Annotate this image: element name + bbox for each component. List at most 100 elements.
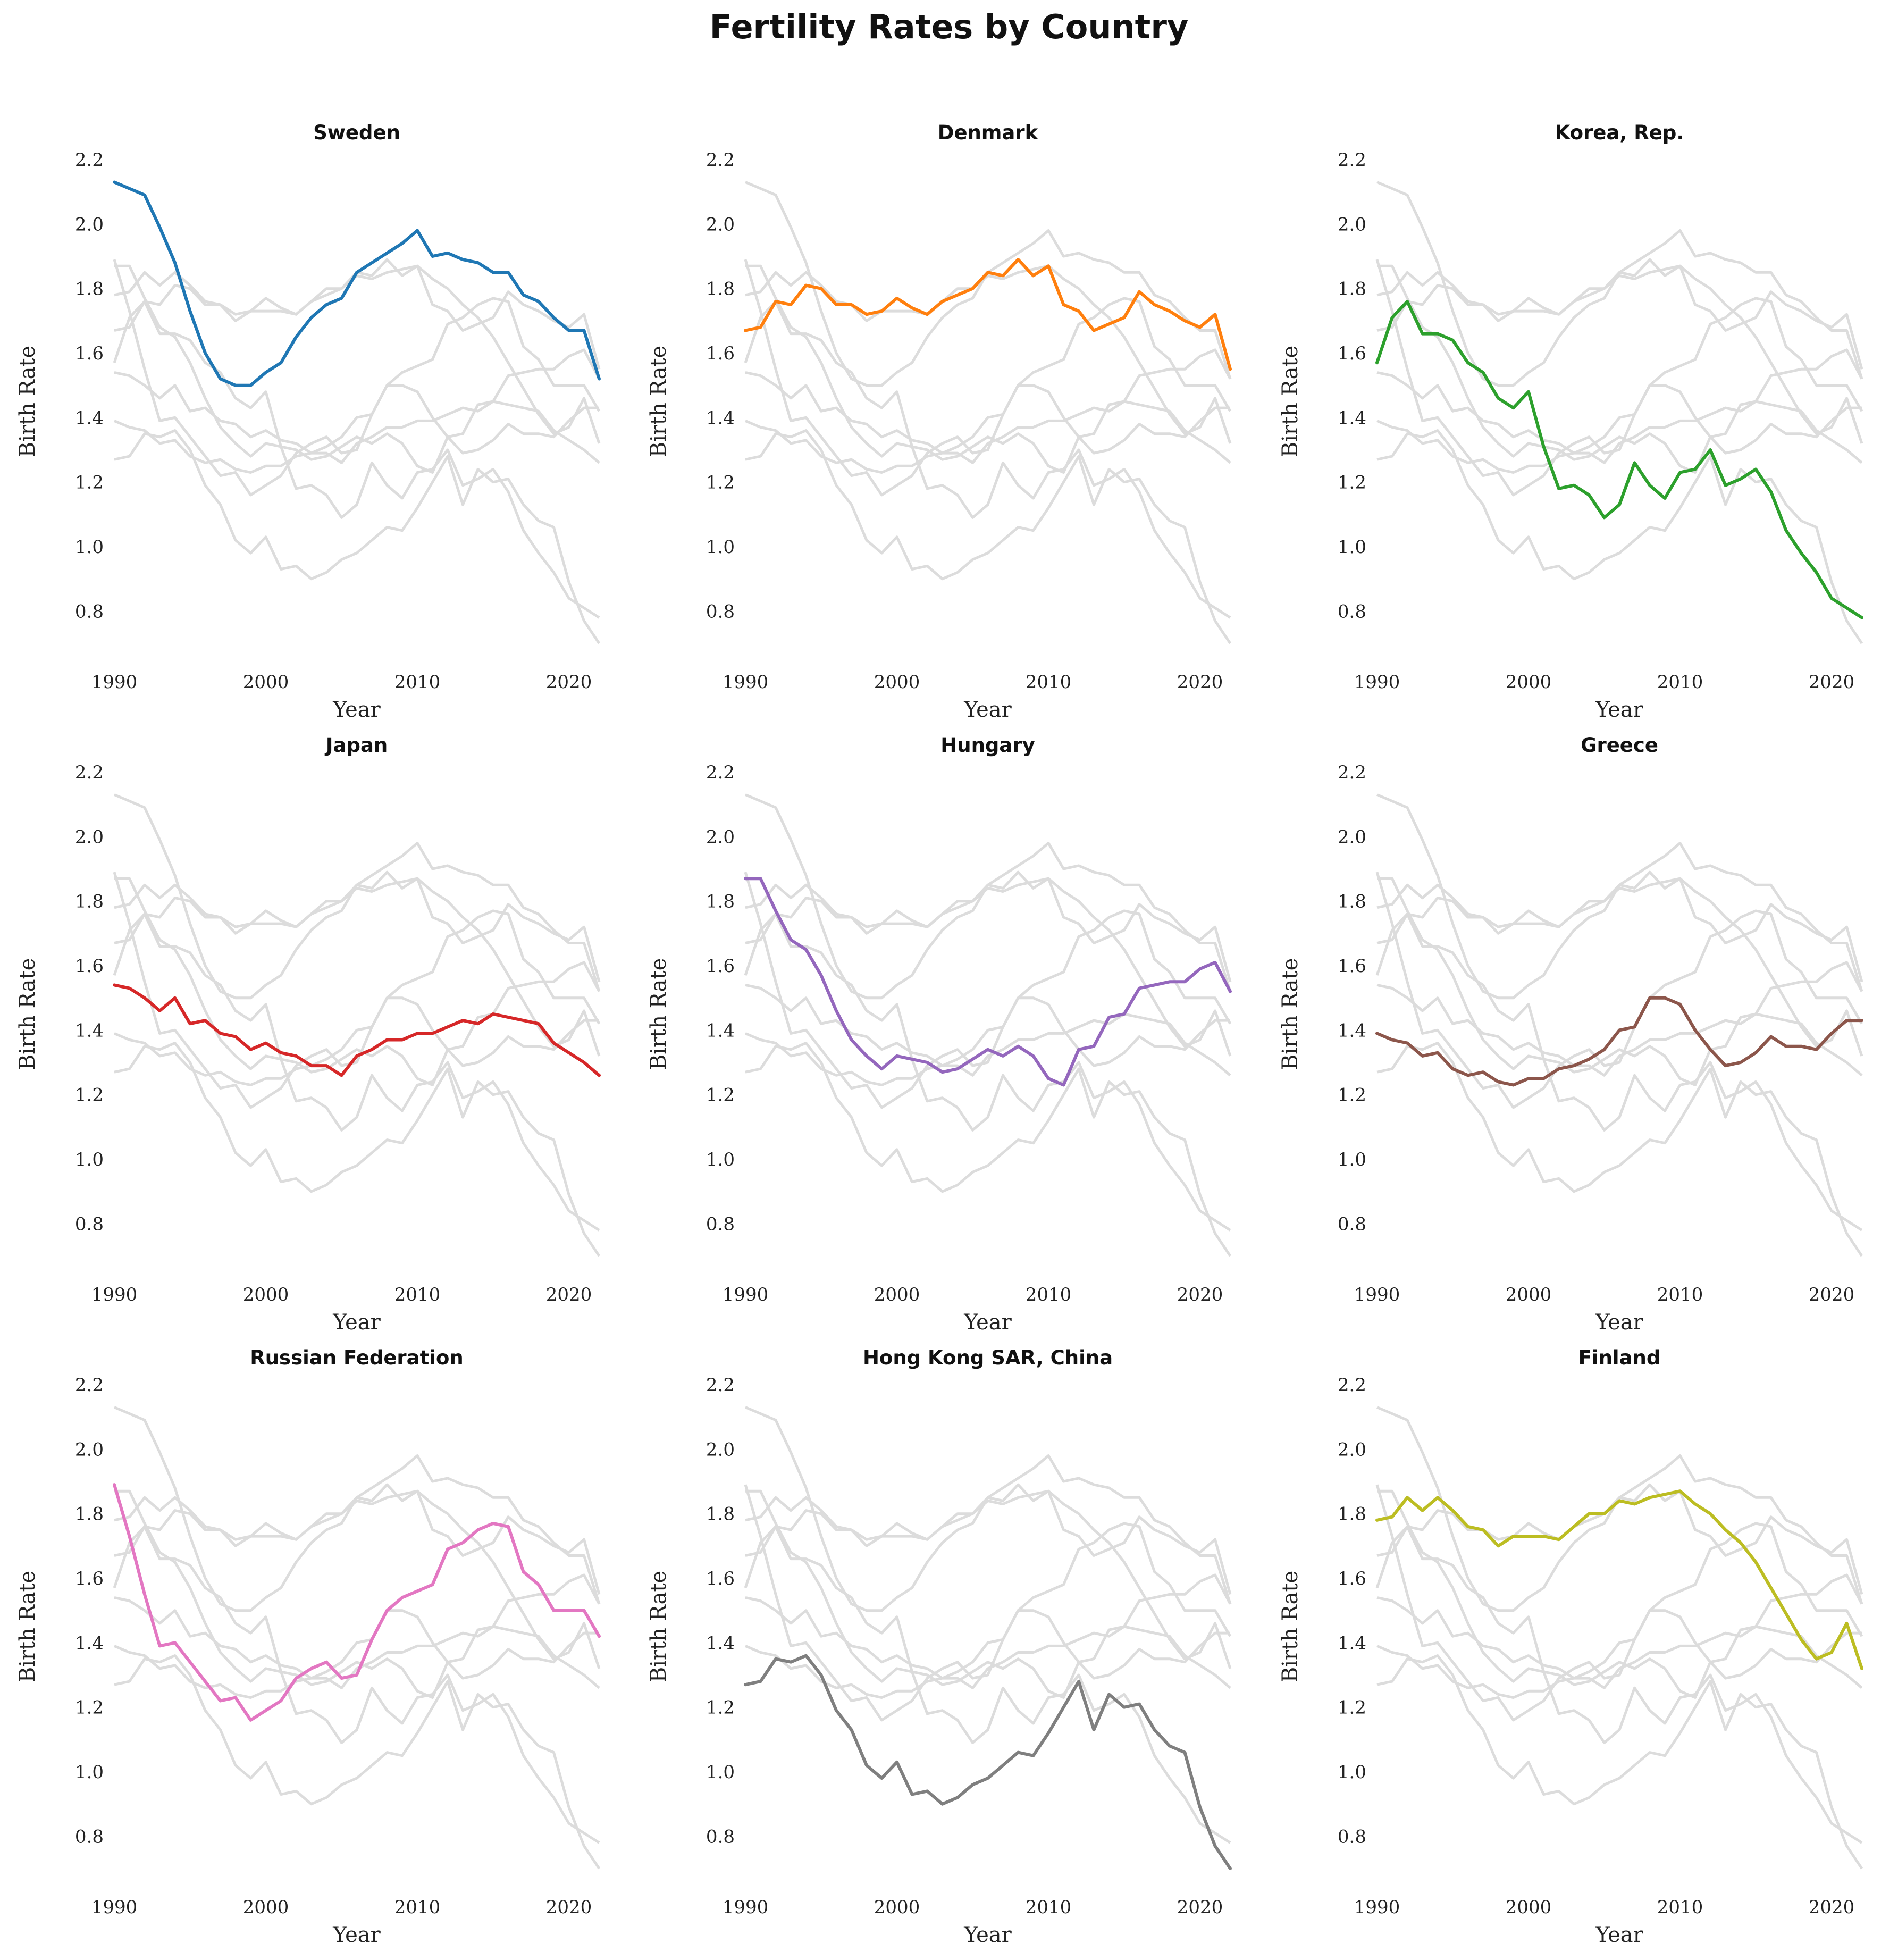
background-series-line-hong-kong-sar-china [745,1042,1232,1257]
y-tick-label: 1.2 [706,1085,735,1106]
x-tick-label: 1990 [1354,1897,1400,1918]
background-series-line-denmark [114,870,601,982]
background-series-line-hungary [1377,264,1863,474]
y-tick-label: 1.8 [1338,891,1366,912]
y-tick-label: 2.0 [706,214,735,235]
x-tick-label: 2000 [243,672,289,693]
background-series-line-finland [1376,264,1863,444]
series-line-finland [1375,1489,1863,1670]
y-tick-label: 1.6 [1338,956,1366,977]
panel-japan: Japan 0.8 1.0 1.2 1.4 1.6 1.8 2.0 2.2 1990 2000 201… [15,734,601,1335]
y-axis-label: Birth Rate [15,958,40,1070]
y-tick-label: 2.2 [706,1375,735,1396]
y-tick-label: 0.8 [75,1213,104,1235]
background-series-line-korea-rep [113,1525,600,1844]
x-axis-label: Year [1595,698,1643,722]
background-series-line-denmark [1376,258,1863,370]
background-series-line-russian-federation [1375,872,1863,1109]
series-line-japan [113,983,601,1077]
background-series-line-greece [1376,384,1862,474]
x-tick-label: 2010 [1026,1897,1072,1918]
y-tick-label: 2.0 [1338,826,1366,848]
y-tick-label: 1.6 [706,956,735,977]
y-tick-label: 2.0 [706,826,735,848]
background-series-line-finland [745,264,1232,444]
x-axis-label: Year [963,1310,1012,1335]
y-tick-label: 0.8 [1338,601,1366,622]
y-tick-label: 2.2 [75,149,104,171]
x-tick-label: 1990 [1354,672,1400,693]
background-series-line-hong-kong-sar-china [1376,1042,1863,1257]
y-tick-label: 1.8 [75,279,104,300]
y-tick-label: 1.8 [706,891,735,912]
background-series-line-greece [114,996,599,1086]
y-tick-label: 1.8 [1338,1504,1366,1525]
y-tick-label: 1.6 [706,343,735,364]
y-tick-label: 1.0 [706,1762,735,1783]
y-tick-label: 1.6 [75,343,104,364]
x-tick-label: 2020 [546,672,592,693]
x-tick-label: 2000 [1506,1897,1552,1918]
background-series-line-korea-rep [744,912,1231,1232]
x-tick-label: 2010 [1657,1284,1703,1305]
background-series-line-russian-federation [113,259,601,497]
y-tick-label: 1.4 [75,407,104,429]
background-series-line-greece [114,1609,599,1699]
background-series-line-greece [114,384,599,474]
y-tick-label: 1.6 [706,1568,735,1589]
y-tick-label: 0.8 [75,601,104,622]
background-series-line-korea-rep [113,912,600,1232]
series-line-greece [1375,996,1863,1087]
background-series-line-russian-federation [744,1484,1232,1722]
y-tick-label: 1.0 [706,1149,735,1170]
series-line-hungary [744,877,1232,1087]
background-series-line-hong-kong-sar-china [1376,429,1863,644]
background-series-line-korea-rep [1375,1525,1863,1844]
y-tick-label: 1.2 [1338,1697,1366,1719]
background-series-line-russian-federation [744,872,1232,1109]
y-tick-label: 1.0 [1338,1149,1366,1170]
y-tick-label: 1.4 [75,1020,104,1041]
panel-title: Hong Kong SAR, China [863,1346,1113,1369]
series-line-korea-rep [1375,299,1863,619]
y-tick-label: 0.8 [1338,1213,1366,1235]
y-axis-label: Birth Rate [15,346,40,458]
x-tick-label: 2010 [394,1897,441,1918]
background-series-line-russian-federation [1375,1484,1863,1722]
y-tick-label: 1.6 [1338,343,1366,364]
y-tick-label: 1.4 [75,1632,104,1654]
y-tick-label: 1.0 [75,537,104,558]
x-tick-label: 2020 [1177,1897,1223,1918]
background-series-line-japan [745,983,1231,1077]
x-tick-label: 2000 [874,1284,920,1305]
y-tick-label: 2.0 [1338,214,1366,235]
background-series-line-japan [1376,371,1863,464]
y-tick-label: 1.8 [75,891,104,912]
x-tick-label: 2020 [1177,672,1223,693]
panel-title: Greece [1581,734,1658,757]
background-series-line-denmark [745,1483,1232,1595]
series-line-denmark [744,258,1232,371]
y-axis-label: Birth Rate [1278,1571,1303,1683]
y-tick-label: 1.0 [75,1149,104,1170]
x-tick-label: 2000 [243,1284,289,1305]
background-series-line-greece [745,996,1230,1086]
y-axis-label: Birth Rate [1278,346,1303,458]
y-axis-label: Birth Rate [646,346,671,458]
background-series-line-finland [114,1489,601,1669]
y-tick-label: 1.8 [706,279,735,300]
x-axis-label: Year [332,1923,381,1947]
x-axis-label: Year [332,698,381,722]
x-tick-label: 2000 [874,1897,920,1918]
background-series-line-japan [114,1596,600,1689]
background-series-line-hungary [114,264,601,474]
background-series-line-korea-rep [113,300,600,619]
y-tick-label: 2.0 [706,1439,735,1460]
y-axis-label: Birth Rate [15,1571,40,1683]
panel-russian-federation: Russian Federation 0.8 1.0 1.2 1.4 1.6 1.8 2.0 2… [15,1346,601,1947]
y-tick-label: 1.0 [1338,1762,1366,1783]
background-series-line-korea-rep [1375,912,1863,1232]
background-series-line-denmark [1376,1483,1863,1595]
y-tick-label: 1.8 [706,1504,735,1525]
y-tick-label: 2.2 [706,762,735,783]
